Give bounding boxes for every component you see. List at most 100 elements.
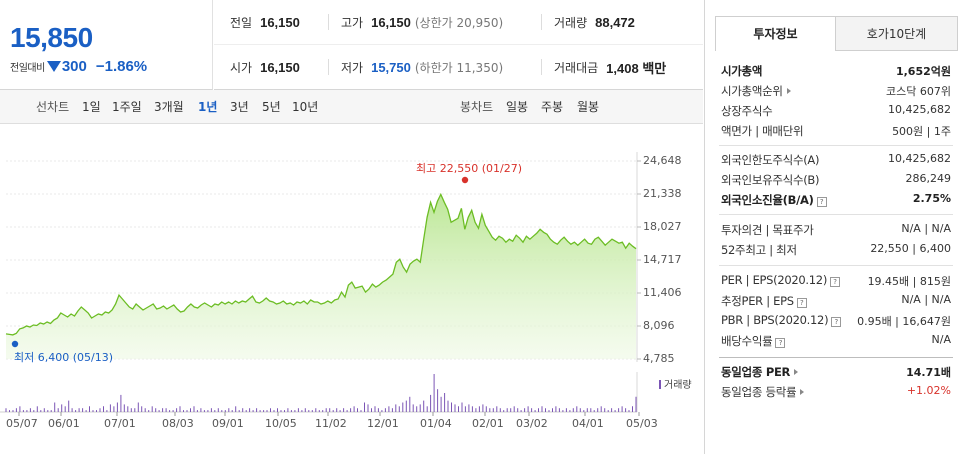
volume-value: 88,472 bbox=[595, 14, 635, 30]
period-1y[interactable]: 1년 bbox=[198, 100, 218, 114]
info-key-text: 동일업종 PER bbox=[721, 365, 791, 379]
x-tick-label: 08/03 bbox=[162, 417, 194, 430]
high-marker-label: 최고 22,550 (01/27) bbox=[416, 162, 523, 175]
info-key: 상장주식수 bbox=[721, 103, 773, 119]
y-tick-label: 21,338 bbox=[643, 187, 682, 200]
prev-close-value: 16,150 bbox=[260, 14, 300, 30]
candle-daily[interactable]: 일봉 bbox=[506, 100, 529, 114]
info-key: 동일업종 등락률 bbox=[721, 384, 805, 400]
y-tick-label: 4,785 bbox=[643, 352, 675, 365]
candle-chart-title: 봉차트 bbox=[460, 100, 494, 114]
volume-label: 거래량 bbox=[554, 15, 588, 30]
info-row: 52주최고 | 최저 22,550 | 6,400 bbox=[721, 239, 951, 259]
y-tick-label: 8,096 bbox=[643, 319, 675, 332]
info-key-text: 배당수익률 bbox=[721, 334, 773, 348]
info-key-text: 52주최고 | 최저 bbox=[721, 243, 797, 257]
info-key: 투자의견 | 목표주가 bbox=[721, 222, 814, 238]
y-tick-label: 11,406 bbox=[643, 286, 682, 299]
period-3y[interactable]: 3년 bbox=[230, 100, 249, 114]
tab-hoga-10[interactable]: 호가10단계 bbox=[835, 16, 958, 51]
info-group-opinion: 투자의견 | 목표주가 N/A | N/A 52주최고 | 최저 22,550 | 6… bbox=[721, 219, 951, 259]
x-tick-label: 11/02 bbox=[315, 417, 347, 430]
x-tick-label: 09/01 bbox=[212, 417, 244, 430]
info-key: PER | EPS(2020.12)? bbox=[721, 273, 841, 287]
divider bbox=[719, 265, 953, 266]
info-value: 19.45배 | 815원 bbox=[867, 275, 951, 288]
low-value: 15,750 bbox=[371, 59, 411, 75]
info-row: 상장주식수 10,425,682 bbox=[721, 100, 951, 120]
prev-close: 전일 16,150 bbox=[230, 0, 300, 44]
right-triangle-icon[interactable] bbox=[786, 88, 791, 94]
question-box-icon[interactable]: ? bbox=[816, 197, 827, 207]
x-tick-label: 02/01 bbox=[472, 417, 504, 430]
candle-weekly[interactable]: 주봉 bbox=[541, 100, 564, 114]
period-5y[interactable]: 5년 bbox=[262, 100, 281, 114]
info-key: 동일업종 PER bbox=[721, 364, 799, 380]
trade-amount: 거래대금 1,408 백만 bbox=[554, 45, 666, 89]
info-key-text: 시가총액순위 bbox=[721, 84, 783, 98]
candle-monthly[interactable]: 월봉 bbox=[577, 100, 600, 114]
high-label: 고가 bbox=[341, 15, 364, 30]
divider bbox=[328, 14, 329, 30]
info-key-text: 상장주식수 bbox=[721, 104, 773, 118]
period-1d[interactable]: 1일 bbox=[82, 100, 101, 114]
open-label: 시가 bbox=[230, 60, 253, 75]
info-value: 1,652억원 bbox=[895, 65, 951, 78]
question-box-icon[interactable]: ? bbox=[830, 277, 841, 287]
info-key-text: 외국인소진율(B/A) bbox=[721, 193, 814, 207]
right-triangle-icon[interactable] bbox=[794, 369, 799, 375]
price-change: 전일대비 300 −1.86% bbox=[10, 58, 147, 75]
y-tick-label: 18,027 bbox=[643, 220, 682, 233]
info-value: 22,550 | 6,400 bbox=[870, 242, 951, 255]
question-box-icon[interactable]: ? bbox=[775, 338, 786, 348]
change-label: 전일대비 bbox=[10, 63, 45, 74]
price-area-fill bbox=[6, 194, 636, 359]
tab-investment-info[interactable]: 투자정보 bbox=[715, 16, 836, 51]
change-rate: −1.86% bbox=[95, 58, 148, 75]
chart-period-bar: 선차트 1일 1주일 3개월 1년 3년 5년 10년 봉차트 일봉 주봉 월봉 bbox=[0, 90, 703, 124]
amount-value: 1,408 백만 bbox=[606, 60, 667, 76]
info-key: 시가총액 bbox=[721, 63, 762, 79]
info-row: 액면가 | 매매단위 500원 | 1주 bbox=[721, 120, 951, 140]
info-value: N/A | N/A bbox=[901, 293, 951, 306]
info-key: 액면가 | 매매단위 bbox=[721, 123, 804, 139]
info-key-text: PBR | BPS(2020.12) bbox=[721, 313, 829, 327]
info-key-text: PER | EPS(2020.12) bbox=[721, 273, 828, 287]
right-triangle-icon[interactable] bbox=[800, 389, 805, 395]
info-key: 외국인보유주식수(B) bbox=[721, 172, 820, 188]
summary-row: 시가 16,150 저가 15,750 (하한가 11,350) 거래대금 1,… bbox=[214, 45, 703, 90]
info-value: 286,249 bbox=[905, 172, 952, 185]
price-summary: 전일 16,150 고가 16,150 (상한가 20,950) 거래량 88,… bbox=[214, 0, 703, 90]
divider bbox=[541, 14, 542, 30]
low-marker bbox=[11, 340, 19, 348]
info-row: 외국인소진율(B/A)? 2.75% bbox=[721, 189, 951, 209]
info-group-sector: 동일업종 PER 14.71배 동일업종 등락률 +1.02% bbox=[721, 361, 951, 401]
question-box-icon[interactable]: ? bbox=[831, 317, 842, 327]
price-chart[interactable]: 24,648 21,338 18,027 14,717 11,406 8,096 4,785… bbox=[0, 124, 703, 454]
info-value: 2.75% bbox=[912, 192, 951, 205]
info-key-text: 외국인한도주식수(A) bbox=[721, 153, 820, 167]
period-1w[interactable]: 1주일 bbox=[112, 100, 142, 114]
info-row: 외국인보유주식수(B) 286,249 bbox=[721, 169, 951, 189]
info-key: 배당수익률? bbox=[721, 333, 786, 349]
question-box-icon[interactable]: ? bbox=[796, 298, 807, 308]
info-key-text: 투자의견 | 목표주가 bbox=[721, 223, 814, 237]
line-chart-title: 선차트 bbox=[36, 100, 70, 114]
x-tick-label: 04/01 bbox=[572, 417, 604, 430]
info-key: 52주최고 | 최저 bbox=[721, 242, 797, 258]
current-price-box: 15,850 전일대비 300 −1.86% bbox=[0, 0, 213, 90]
period-3m[interactable]: 3개월 bbox=[154, 100, 184, 114]
info-key: 추정PER | EPS? bbox=[721, 293, 807, 309]
x-tick-label: 06/01 bbox=[48, 417, 80, 430]
info-value: 10,425,682 bbox=[888, 103, 951, 116]
divider bbox=[719, 357, 953, 358]
info-value: 코스닥 607위 bbox=[886, 85, 951, 98]
period-10y[interactable]: 10년 bbox=[292, 100, 319, 114]
info-value: 0.95배 | 16,647원 bbox=[857, 315, 951, 328]
info-key-text: 시가총액 bbox=[721, 64, 763, 78]
info-row: PBR | BPS(2020.12)? 0.95배 | 16,647원 bbox=[721, 310, 951, 330]
info-value: N/A | N/A bbox=[901, 222, 951, 235]
